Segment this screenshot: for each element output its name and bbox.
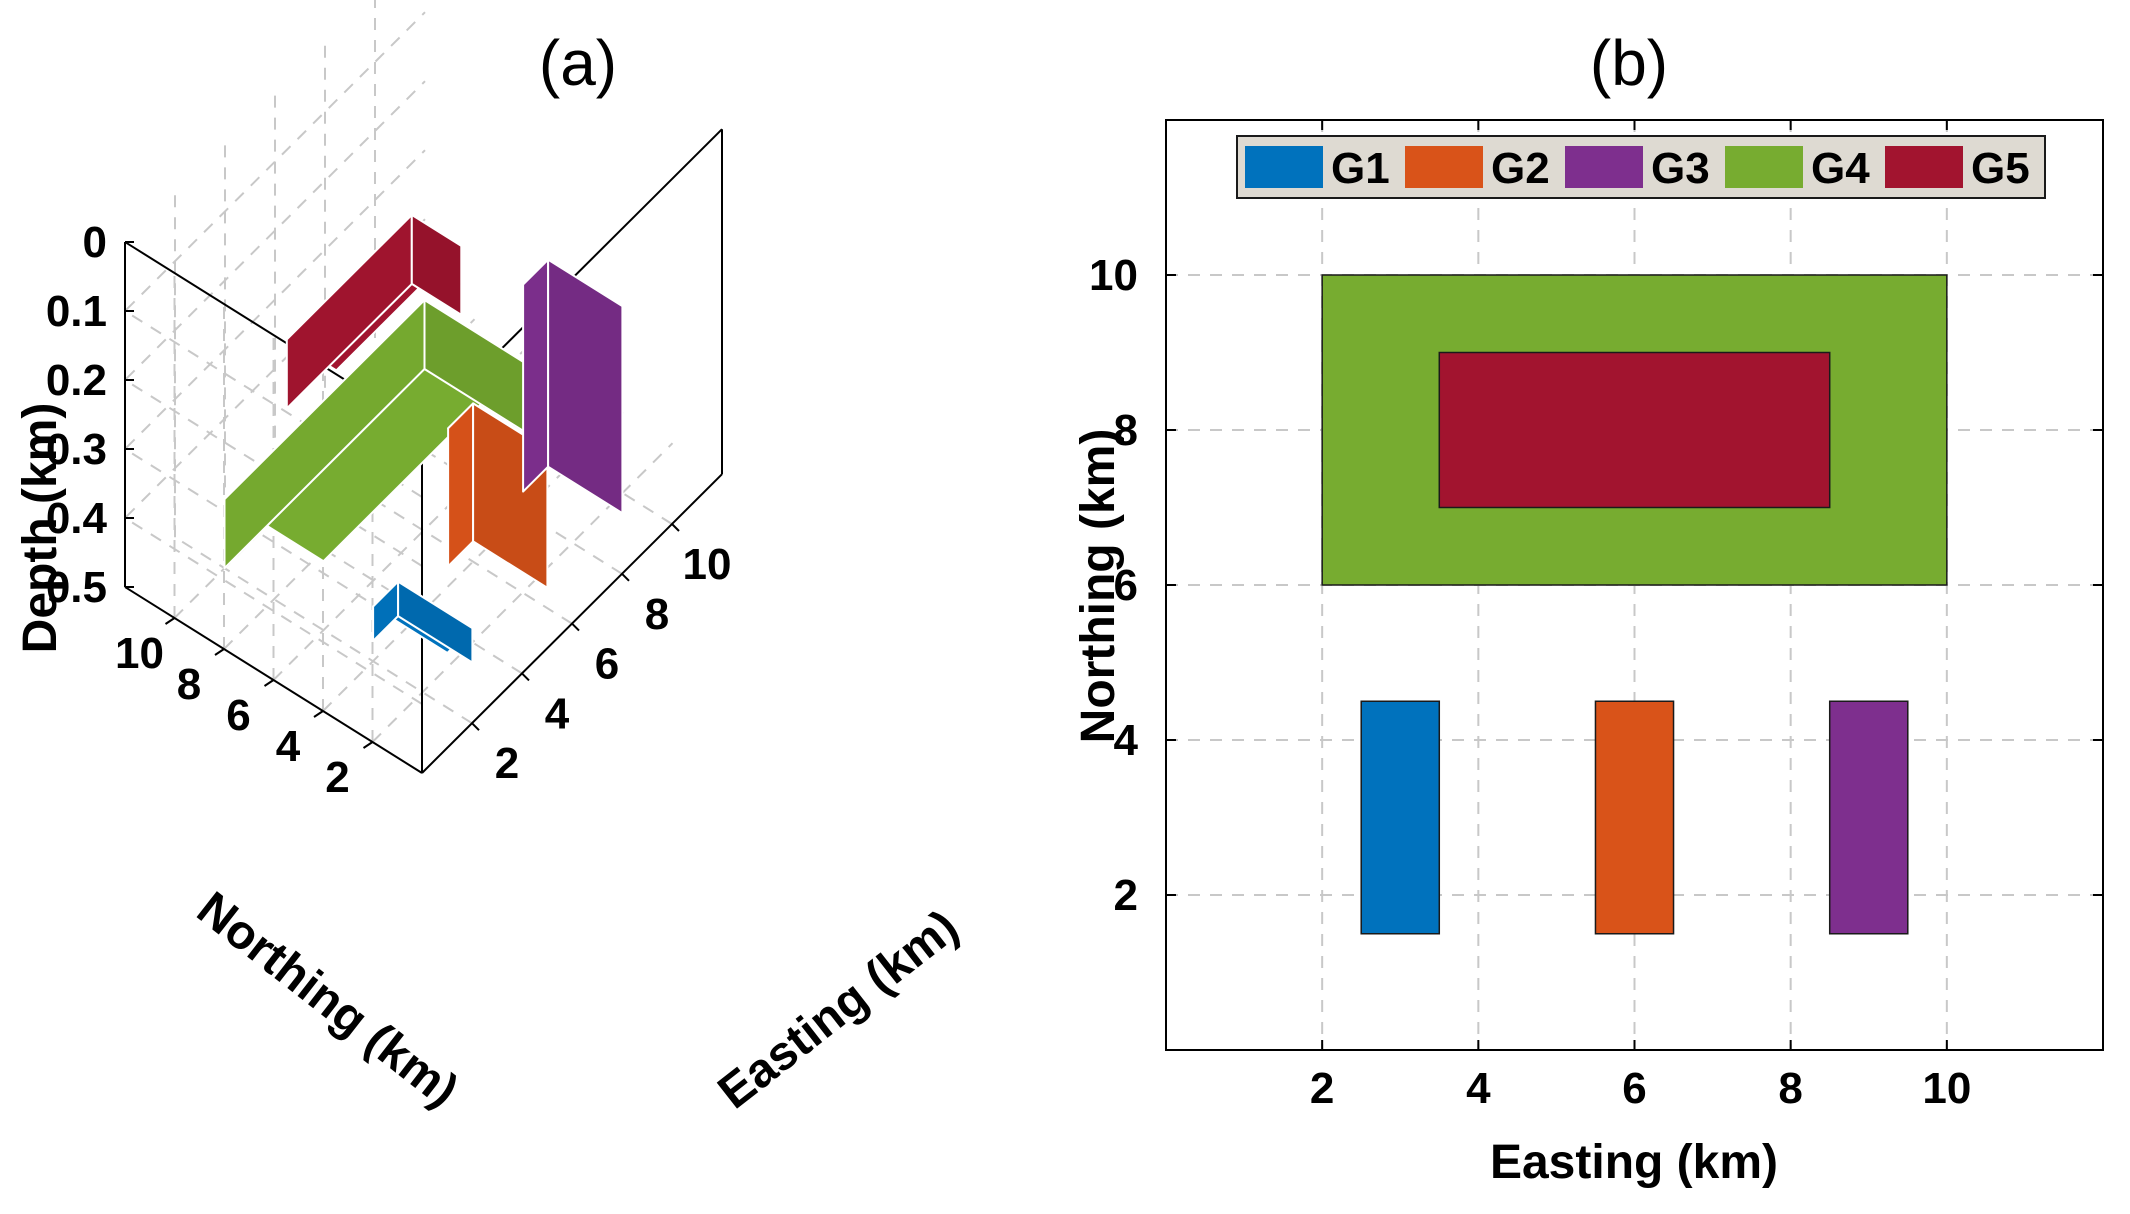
panel-a-easting-tick (621, 573, 630, 582)
legend-label-g2: G2 (1491, 144, 1550, 193)
panel-a-easting-tick (671, 523, 680, 532)
legend-label-g3: G3 (1651, 144, 1710, 193)
legend-swatch-g5 (1885, 146, 1963, 188)
panel-a-northing-tick-label: 6 (226, 691, 250, 740)
panel-a-easting-tick (571, 622, 580, 632)
panel-a-northing-tick (313, 710, 324, 718)
panel-a-easting-tick-label: 4 (545, 689, 570, 738)
legend-swatch-g3 (1565, 146, 1643, 188)
body-g2-front (447, 402, 475, 568)
panel-a-northing-label: Northing (km) (187, 882, 468, 1117)
panel-b-legend: G1 G2 G3 G4 G5 (1236, 135, 2046, 199)
legend-swatch-g1 (1245, 146, 1323, 188)
panel-a-depth-tick-label: 0 (83, 218, 107, 267)
rect-g2 (1594, 700, 1675, 935)
panel-a-northing-tick (263, 679, 275, 687)
body-g5 (285, 213, 463, 410)
panel-b-tick-labels: 2 4 6 8 10 2 4 6 8 10 (1089, 120, 2103, 1113)
panel-b-y-tick-label: 10 (1089, 251, 1138, 300)
panel-a-easting-tick-label: 6 (595, 640, 619, 689)
panel-a-northing-tick (164, 617, 176, 625)
panel-a-easting-tick (521, 672, 530, 682)
panel-b-title: (b) (1590, 27, 1668, 99)
panel-a-depth-label: Depth (km) (14, 403, 67, 654)
panel-b-x-tick-label: 6 (1622, 1064, 1646, 1113)
body-g3 (522, 258, 624, 515)
panel-a-depth-tick-label: 0.3 (46, 425, 107, 474)
body-g1-side (397, 580, 474, 664)
rect-g1 (1360, 700, 1441, 935)
panel-b-x-tick-label: 4 (1466, 1064, 1491, 1113)
panel-a-northing-tick-label: 10 (115, 629, 164, 678)
panel-a-wall-grid-depth (123, 218, 426, 705)
panel-a-depth-tick-label: 0.1 (46, 287, 107, 336)
panel-a-title: (a) (539, 27, 617, 99)
panel-a-bodies (223, 213, 624, 664)
panel-a-northing-tick-label: 4 (276, 722, 301, 771)
body-g1 (372, 580, 474, 664)
panel-a-easting-tick (471, 722, 480, 731)
body-g4 (223, 299, 525, 570)
panel-b-rectangles (1321, 274, 1948, 935)
panel-b-plan-view: (b) 2 4 6 8 10 2 4 6 8 10 Easting (km) Northing (… (1072, 27, 2104, 1189)
legend-label-g4: G4 (1811, 144, 1870, 193)
panel-a-northing-tick-label: 2 (325, 753, 349, 802)
rect-g5 (1438, 351, 1831, 509)
panel-b-x-tick-label: 10 (1922, 1064, 1971, 1113)
panel-b-northing-label: Northing (km) (1072, 429, 1125, 744)
panel-b-y-tick-label: 4 (1114, 716, 1139, 765)
rect-g3 (1828, 700, 1909, 935)
legend-swatch-g4 (1725, 146, 1803, 188)
panel-a-easting-tick-label: 2 (495, 739, 519, 788)
body-g5-side (410, 213, 463, 316)
panel-b-y-tick-label: 6 (1114, 561, 1138, 610)
panel-a-wall-grid-depth (123, 149, 426, 636)
body-g3-front (522, 258, 550, 493)
panel-a-depth-tick-label: 0.5 (46, 563, 107, 612)
panel-a-easting-tick-label: 10 (683, 540, 732, 589)
body-g3-side (547, 258, 624, 515)
panel-a-northing-tick-label: 8 (177, 660, 201, 709)
panel-b-y-tick-label: 8 (1114, 406, 1138, 455)
panel-a-easting-label: Easting (km) (709, 900, 969, 1119)
panel-a-depth-tick-label: 0.2 (46, 356, 107, 405)
panel-a-northing-tick (362, 741, 374, 749)
panel-b-x-tick-label: 2 (1310, 1064, 1334, 1113)
panel-b-easting-label: Easting (km) (1490, 1136, 1778, 1189)
panel-a-northing-tick (214, 648, 225, 656)
panel-b-y-tick-label: 2 (1114, 871, 1138, 920)
panel-a-depth-tick-label: 0.4 (46, 494, 108, 543)
legend-label-g5: G5 (1971, 144, 2030, 193)
legend-label-g1: G1 (1331, 144, 1390, 193)
legend-swatch-g2 (1405, 146, 1483, 188)
panel-a-easting-tick-label: 8 (645, 590, 669, 639)
panel-b-x-tick-label: 8 (1778, 1064, 1802, 1113)
